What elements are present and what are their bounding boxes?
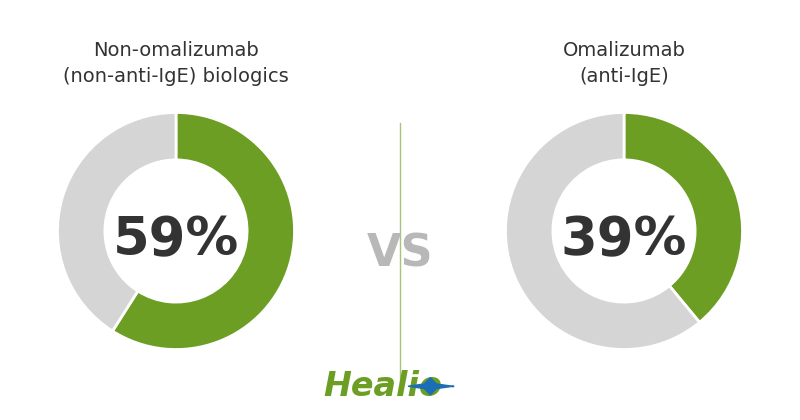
- Text: Non-omalizumab
(non-anti-IgE) biologics: Non-omalizumab (non-anti-IgE) biologics: [63, 41, 289, 87]
- Text: Healio: Healio: [323, 370, 442, 403]
- Wedge shape: [113, 113, 294, 349]
- Wedge shape: [58, 113, 176, 331]
- Text: VS: VS: [366, 233, 434, 276]
- Text: Omalizumab
(anti-IgE): Omalizumab (anti-IgE): [562, 41, 686, 87]
- Text: 59%: 59%: [113, 215, 239, 266]
- Text: Decrease in asthma exacerbations among patients with severe
asthma and allergic : Decrease in asthma exacerbations among p…: [41, 34, 759, 80]
- Text: 39%: 39%: [561, 215, 687, 266]
- Wedge shape: [506, 113, 699, 349]
- Wedge shape: [624, 113, 742, 322]
- Polygon shape: [408, 378, 453, 395]
